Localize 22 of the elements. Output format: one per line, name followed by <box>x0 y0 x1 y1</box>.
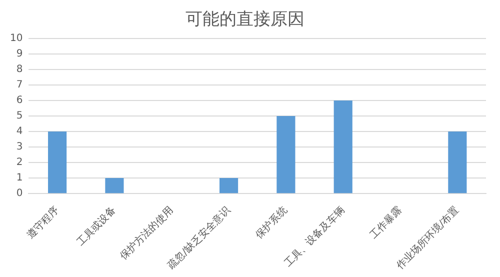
x-tick-label: 遵守程序 <box>24 204 62 242</box>
bar <box>276 116 296 194</box>
x-tick-label: 保护系统 <box>253 204 290 242</box>
bar <box>48 132 67 194</box>
y-tick-label: 0 <box>16 188 23 200</box>
chart-title: 可能的直接原因 <box>186 10 304 30</box>
y-tick-label: 2 <box>16 157 23 168</box>
y-tick-label: 5 <box>16 110 23 122</box>
y-tick-label: 7 <box>16 80 23 91</box>
bar <box>105 178 124 194</box>
y-tick-label: 6 <box>16 95 23 106</box>
y-tick-label: 9 <box>16 48 23 60</box>
y-tick-label: 1 <box>16 172 23 184</box>
bar <box>219 178 238 194</box>
bar <box>448 132 467 194</box>
x-tick-label: 工具或设备 <box>74 204 118 248</box>
bar <box>334 100 352 194</box>
y-tick-label: 3 <box>16 142 23 153</box>
y-tick-label: 8 <box>16 64 23 76</box>
x-tick-label: 工作暴露 <box>367 204 404 242</box>
y-tick-label: 10 <box>10 32 23 44</box>
y-tick-label: 4 <box>16 126 23 138</box>
